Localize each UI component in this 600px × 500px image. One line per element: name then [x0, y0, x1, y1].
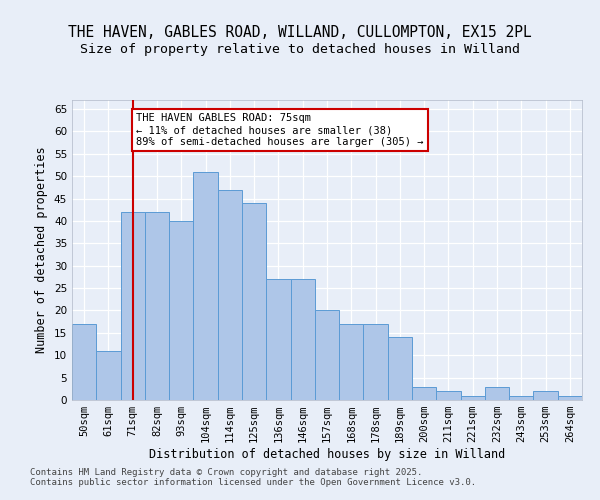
Bar	[145, 212, 169, 400]
Bar	[339, 324, 364, 400]
Text: Contains HM Land Registry data © Crown copyright and database right 2025.
Contai: Contains HM Land Registry data © Crown c…	[30, 468, 476, 487]
Text: Size of property relative to detached houses in Willand: Size of property relative to detached ho…	[80, 44, 520, 57]
Bar	[121, 212, 145, 400]
X-axis label: Distribution of detached houses by size in Willand: Distribution of detached houses by size …	[149, 448, 505, 461]
Bar	[169, 221, 193, 400]
Bar	[96, 350, 121, 400]
Bar	[242, 203, 266, 400]
Bar	[266, 279, 290, 400]
Bar	[388, 338, 412, 400]
Bar	[290, 279, 315, 400]
Bar	[461, 396, 485, 400]
Bar	[485, 386, 509, 400]
Bar	[315, 310, 339, 400]
Y-axis label: Number of detached properties: Number of detached properties	[35, 146, 49, 354]
Bar	[72, 324, 96, 400]
Text: THE HAVEN GABLES ROAD: 75sqm
← 11% of detached houses are smaller (38)
89% of se: THE HAVEN GABLES ROAD: 75sqm ← 11% of de…	[136, 114, 424, 146]
Bar	[509, 396, 533, 400]
Bar	[412, 386, 436, 400]
Bar	[364, 324, 388, 400]
Bar	[558, 396, 582, 400]
Bar	[193, 172, 218, 400]
Bar	[218, 190, 242, 400]
Text: THE HAVEN, GABLES ROAD, WILLAND, CULLOMPTON, EX15 2PL: THE HAVEN, GABLES ROAD, WILLAND, CULLOMP…	[68, 25, 532, 40]
Bar	[533, 391, 558, 400]
Bar	[436, 391, 461, 400]
